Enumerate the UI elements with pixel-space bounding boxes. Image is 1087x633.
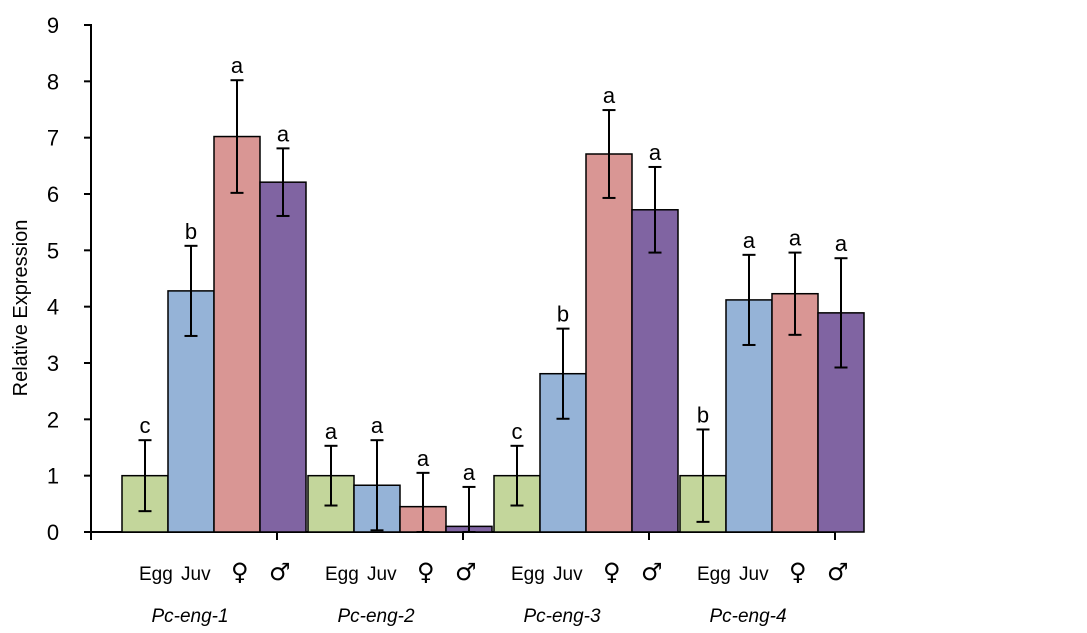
- y-tick-label: 9: [47, 13, 59, 38]
- significance-letter: b: [185, 219, 197, 244]
- stage-label-juv: Juv: [553, 564, 583, 585]
- stage-label-male: ♂: [827, 558, 849, 586]
- significance-letter: a: [371, 413, 384, 438]
- y-tick-label: 2: [47, 407, 59, 432]
- significance-letter: c: [140, 413, 151, 438]
- y-axis: 0 1 2 3 4 5 6 7 8 9: [47, 13, 92, 545]
- significance-letters: c b a a a a a a c b a a b a a a: [140, 53, 848, 485]
- bar-male-3: [631, 209, 679, 533]
- stage-label-female: ♀: [231, 558, 249, 586]
- significance-letter: a: [463, 460, 476, 485]
- stage-label-male: ♂: [269, 558, 291, 586]
- stage-label-egg: Egg: [325, 564, 359, 585]
- y-tick-label: 6: [47, 182, 59, 207]
- significance-letter: a: [417, 446, 430, 471]
- significance-letter: a: [649, 140, 662, 165]
- significance-letter: a: [325, 419, 338, 444]
- y-tick-label: 5: [47, 238, 59, 263]
- bar-female-1: [213, 135, 261, 533]
- significance-letter: a: [789, 226, 802, 251]
- error-bars: [138, 79, 848, 533]
- gene-label: Pc-eng-1: [151, 606, 228, 627]
- stage-label-female: ♀: [417, 558, 435, 586]
- stage-label-female: ♀: [789, 558, 807, 586]
- bar-female-3: [585, 153, 633, 533]
- stage-label-egg: Egg: [697, 564, 731, 585]
- significance-letter: b: [557, 302, 569, 327]
- y-tick-label: 8: [47, 69, 59, 94]
- bars: [121, 135, 865, 533]
- x-axis: [90, 531, 836, 540]
- significance-letter: a: [231, 53, 244, 78]
- significance-letter: a: [835, 231, 848, 256]
- stage-label-juv: Juv: [367, 564, 397, 585]
- y-tick-label: 3: [47, 351, 59, 376]
- significance-letter: a: [603, 83, 616, 108]
- stage-label-male: ♂: [641, 558, 663, 586]
- stage-label-female: ♀: [603, 558, 621, 586]
- stage-label-juv: Juv: [739, 564, 769, 585]
- significance-letter: a: [277, 121, 290, 146]
- stage-label-male: ♂: [455, 558, 477, 586]
- y-tick-label: 0: [47, 520, 59, 545]
- stage-label-egg: Egg: [139, 564, 173, 585]
- y-tick-label: 1: [47, 464, 59, 489]
- bar-male-1: [259, 181, 307, 533]
- gene-label: Pc-eng-4: [709, 606, 786, 627]
- y-tick-label: 4: [47, 295, 59, 320]
- y-tick-label: 7: [47, 126, 59, 151]
- stage-label-egg: Egg: [511, 564, 545, 585]
- stage-label-juv: Juv: [181, 564, 211, 585]
- significance-letter: c: [512, 419, 523, 444]
- category-labels: Egg Juv ♀ ♂ Pc-eng-1 Egg Juv ♀ ♂ Pc-eng-2 Egg Juv ♀ ♂…: [139, 558, 849, 627]
- y-axis-title: Relative Expression: [10, 220, 32, 397]
- gene-label: Pc-eng-3: [523, 606, 601, 627]
- significance-letter: a: [743, 228, 756, 253]
- significance-letter: b: [697, 402, 709, 427]
- gene-label: Pc-eng-2: [337, 606, 415, 627]
